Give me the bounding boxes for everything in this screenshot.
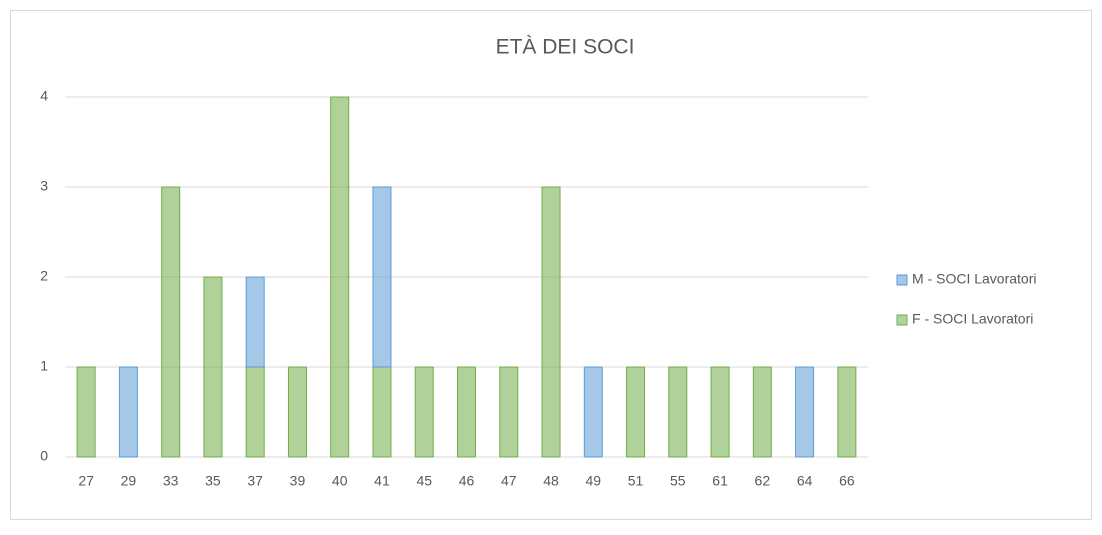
x-tick-label: 64 bbox=[797, 473, 813, 489]
bar bbox=[795, 366, 815, 458]
bar bbox=[330, 96, 350, 458]
x-tick-label: 33 bbox=[163, 473, 179, 489]
x-tick-label: 40 bbox=[332, 473, 348, 489]
bar bbox=[499, 366, 519, 458]
bar bbox=[203, 276, 223, 458]
bar bbox=[372, 186, 392, 368]
x-tick-label: 47 bbox=[501, 473, 517, 489]
legend-label: F - SOCI Lavoratori bbox=[912, 311, 1033, 327]
x-tick-label: 49 bbox=[586, 473, 602, 489]
x-tick-label: 37 bbox=[247, 473, 263, 489]
x-tick-label: 39 bbox=[290, 473, 306, 489]
chart-title: ETÀ DEI SOCI bbox=[496, 36, 635, 59]
y-tick-label: 4 bbox=[40, 88, 48, 104]
bar bbox=[752, 366, 772, 458]
bar bbox=[245, 276, 265, 368]
x-tick-label: 35 bbox=[205, 473, 221, 489]
bar bbox=[245, 366, 265, 458]
bar bbox=[76, 366, 96, 458]
x-tick-label: 61 bbox=[712, 473, 728, 489]
y-tick-label: 1 bbox=[40, 358, 48, 374]
bar bbox=[626, 366, 646, 458]
y-tick-label: 3 bbox=[40, 178, 48, 194]
x-tick-label: 27 bbox=[78, 473, 94, 489]
legend-swatch bbox=[896, 274, 908, 286]
x-tick-label: 29 bbox=[121, 473, 137, 489]
bar bbox=[457, 366, 476, 458]
x-tick-label: 55 bbox=[670, 473, 686, 489]
bar bbox=[583, 366, 603, 458]
bar bbox=[710, 366, 730, 458]
bar bbox=[287, 366, 307, 458]
y-tick-label: 2 bbox=[40, 268, 48, 284]
x-tick-label: 48 bbox=[543, 473, 559, 489]
x-tick-label: 41 bbox=[374, 473, 390, 489]
bar bbox=[414, 366, 434, 458]
bar bbox=[541, 186, 561, 458]
bar bbox=[372, 366, 392, 458]
x-tick-label: 46 bbox=[459, 473, 475, 489]
x-tick-label: 51 bbox=[628, 473, 644, 489]
bar bbox=[161, 186, 181, 458]
bar bbox=[118, 366, 138, 458]
legend-swatch bbox=[896, 314, 908, 326]
x-tick-label: 62 bbox=[755, 473, 771, 489]
x-tick-label: 66 bbox=[839, 473, 855, 489]
x-tick-label: 45 bbox=[416, 473, 432, 489]
y-tick-label: 0 bbox=[40, 448, 48, 464]
bar bbox=[837, 366, 857, 458]
legend-label: M - SOCI Lavoratori bbox=[912, 271, 1036, 287]
bar bbox=[668, 366, 688, 458]
